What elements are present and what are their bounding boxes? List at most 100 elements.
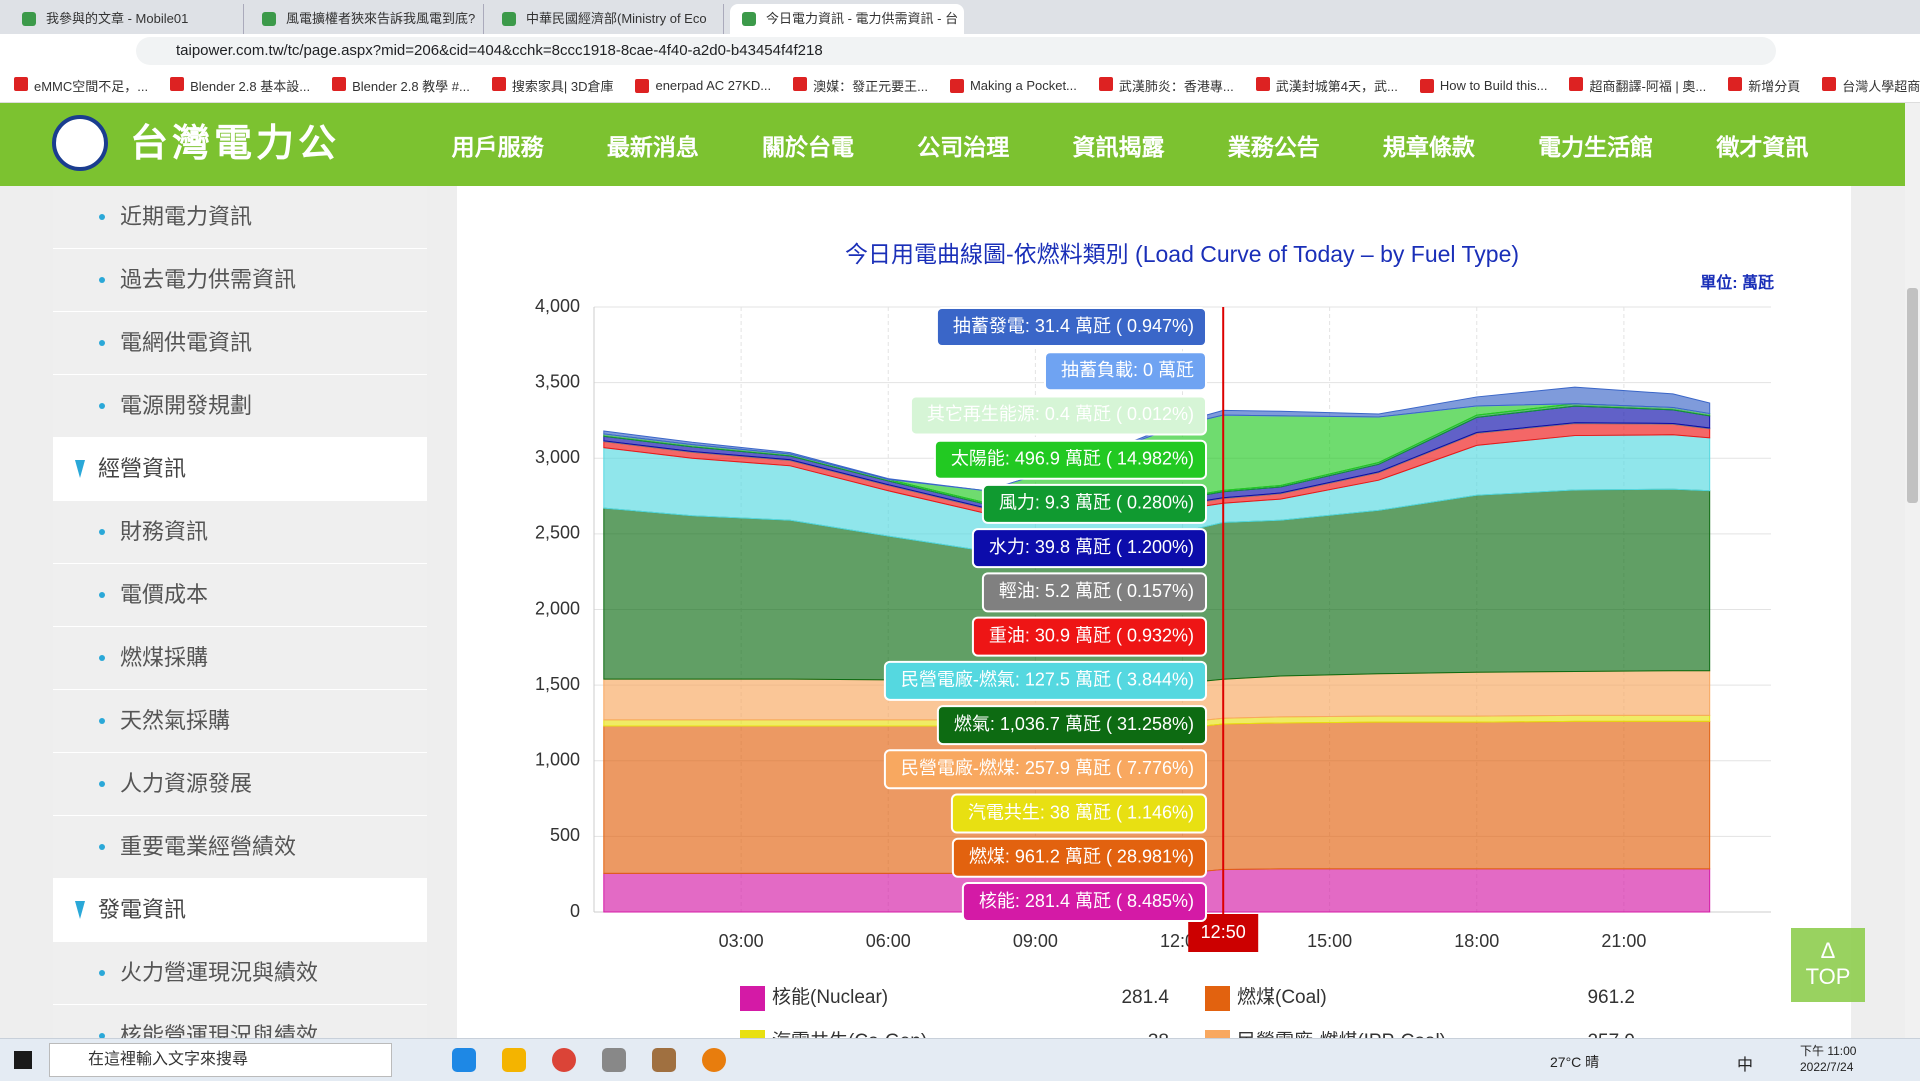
bookmark[interactable]: 武漢封城第4天，武... bbox=[1255, 76, 1398, 95]
app-icon[interactable] bbox=[652, 1048, 676, 1072]
legend-swatch bbox=[740, 1030, 765, 1038]
bookmark[interactable]: 台灣人學超商譯 -... bbox=[1822, 76, 1920, 95]
legend-value: 38 bbox=[1148, 1031, 1169, 1038]
url[interactable]: taipower.com.tw/tc/page.aspx?mid=206&cid… bbox=[136, 37, 1776, 65]
clock-date[interactable]: 2022/7/24 bbox=[1800, 1060, 1854, 1074]
tooltip-item bbox=[936, 705, 1207, 746]
bookmark[interactable]: 新增分頁 bbox=[1728, 76, 1800, 95]
scrollbar[interactable] bbox=[1905, 103, 1920, 1038]
tooltip-item bbox=[883, 660, 1207, 701]
legend-swatch bbox=[1205, 1030, 1230, 1038]
y-tick-label: 0 bbox=[570, 901, 580, 921]
tooltip-text: 民營電廠-燃氣: 127.5 萬瓩 ( 3.844%) bbox=[901, 669, 1194, 690]
tooltip-text: 抽蓄發電: 31.4 萬瓩 ( 0.947%) bbox=[953, 316, 1194, 336]
y-tick-label: 2,500 bbox=[535, 523, 580, 543]
tab[interactable]: 今日電力資訊 - 電力供需資訊 - 台 bbox=[730, 4, 964, 34]
nav-item[interactable]: 關於台電 bbox=[762, 133, 855, 160]
tooltip-text: 其它再生能源: 0.4 萬瓩 ( 0.012%) bbox=[927, 404, 1194, 424]
sidebar-item[interactable]: 天然氣採購 bbox=[53, 690, 427, 753]
sidebar-item[interactable]: 電源開發規劃 bbox=[53, 375, 427, 438]
sidebar-item[interactable]: 火力營運現況與績效 bbox=[53, 942, 427, 1005]
nav-item[interactable]: 公司治理 bbox=[917, 133, 1010, 160]
sidebar-item[interactable]: 過去電力供需資訊 bbox=[53, 249, 427, 312]
sidebar-item[interactable]: 燃煤採購 bbox=[53, 627, 427, 690]
bookmark[interactable]: How to Build this... bbox=[1419, 78, 1547, 93]
bookmark[interactable]: 超商翻譯-阿福 | 奧... bbox=[1569, 76, 1706, 95]
tooltip-text: 燃氣: 1,036.7 萬瓩 ( 31.258%) bbox=[954, 714, 1194, 734]
search-box[interactable]: 在這裡輸入文字來搜尋 bbox=[49, 1043, 392, 1077]
x-tick-label: 06:00 bbox=[866, 931, 911, 951]
tooltip-text: 重油: 30.9 萬瓩 ( 0.932%) bbox=[989, 625, 1194, 645]
app-icon[interactable] bbox=[452, 1048, 476, 1072]
tooltip-item bbox=[981, 483, 1207, 524]
tooltip-item bbox=[935, 307, 1207, 347]
y-tick-label: 500 bbox=[550, 825, 580, 845]
top-icon: Δ bbox=[1820, 938, 1836, 963]
site-header: 台灣電力公司 用戶服務 最新消息 關於台電 公司治理 資訊揭露 業務公告 規章條款 電力生活館… bbox=[0, 103, 1905, 227]
sidebar-item[interactable]: 核能營運現況與績效 bbox=[53, 1005, 427, 1038]
y-tick-label: 4,000 bbox=[535, 296, 580, 316]
bookmark[interactable]: enerpad AC 27KD... bbox=[635, 78, 771, 93]
clock-time[interactable]: 下午 11:00 bbox=[1800, 1044, 1857, 1058]
top-button[interactable]: Δ TOP bbox=[1791, 928, 1865, 1002]
ime[interactable]: 中 bbox=[1737, 1057, 1754, 1074]
content: 今日用電曲線圖-依燃料類別 (Load Curve of Today – by … bbox=[457, 186, 1851, 1038]
top-label: TOP bbox=[1805, 964, 1851, 989]
logo[interactable]: 台灣電力公司 bbox=[52, 113, 352, 227]
bookmark[interactable]: Blender 2.8 教學 #... bbox=[332, 76, 470, 95]
y-tick-label: 3,000 bbox=[535, 447, 580, 467]
bookmark[interactable]: 搜索家具| 3D倉庫 bbox=[491, 76, 613, 95]
tooltip-text: 燃煤: 961.2 萬瓩 ( 28.981%) bbox=[969, 847, 1194, 867]
tooltip-item bbox=[981, 572, 1207, 613]
y-tick-label: 1,500 bbox=[535, 674, 580, 694]
sidebar: 近期電力資訊 過去電力供需資訊 電網供電資訊 電源開發規劃 經營資訊 財務資訊 電價成本 燃煤… bbox=[53, 186, 427, 1038]
nav-item[interactable]: 最新消息 bbox=[606, 133, 699, 160]
bookmark[interactable]: Blender 2.8 基本設... bbox=[170, 76, 310, 95]
start-button[interactable] bbox=[14, 1051, 32, 1069]
bookmark[interactable]: 武漢肺炎：香港專... bbox=[1098, 76, 1234, 95]
sidebar-item[interactable]: 近期電力資訊 bbox=[53, 186, 427, 249]
x-tick-label: 18:00 bbox=[1454, 931, 1499, 951]
nav-item[interactable]: 業務公告 bbox=[1227, 133, 1320, 160]
y-tick-label: 3,500 bbox=[535, 371, 580, 391]
legend-label: 核能(Nuclear) bbox=[772, 986, 888, 1008]
app-icon[interactable] bbox=[702, 1048, 726, 1072]
app-icon[interactable] bbox=[602, 1048, 626, 1072]
tooltip-text: 太陽能: 496.9 萬瓩 ( 14.982%) bbox=[951, 448, 1194, 468]
x-tick-label: 21:00 bbox=[1601, 931, 1646, 951]
nav-item[interactable]: 電力生活館 bbox=[1538, 133, 1654, 160]
sidebar-section[interactable]: 經營資訊 bbox=[53, 438, 427, 501]
weather[interactable]: 27°C 晴 bbox=[1550, 1054, 1600, 1070]
tooltip-text: 核能: 281.4 萬瓩 ( 8.485%) bbox=[979, 891, 1194, 911]
tooltip-text: 水力: 39.8 萬瓩 ( 1.200%) bbox=[989, 537, 1194, 557]
tooltip-item bbox=[951, 837, 1207, 878]
tab[interactable]: 我參與的文章 - Mobile01 bbox=[10, 4, 244, 34]
legend-label: 汽電共生(Co-Gen) bbox=[772, 1030, 927, 1038]
nav-item[interactable]: 規章條款 bbox=[1382, 133, 1475, 160]
sidebar-item[interactable]: 財務資訊 bbox=[53, 501, 427, 564]
sidebar-section[interactable]: 發電資訊 bbox=[53, 879, 427, 942]
tab[interactable]: 中華民國經濟部(Ministry of Eco bbox=[490, 4, 724, 34]
legend-swatch bbox=[1205, 986, 1230, 1011]
x-tick-label: 15:00 bbox=[1307, 931, 1352, 951]
tooltip-text: 輕油: 5.2 萬瓩 ( 0.157%) bbox=[999, 581, 1194, 601]
tab[interactable]: 風電擴權者狹來告訴我風電到底? bbox=[250, 4, 484, 34]
nav-item[interactable]: 用戶服務 bbox=[451, 133, 544, 160]
bookmark[interactable]: Making a Pocket... bbox=[949, 78, 1077, 93]
sidebar-item[interactable]: 電網供電資訊 bbox=[53, 312, 427, 375]
bookmark[interactable]: 澳媒：發正元要王... bbox=[793, 76, 928, 95]
tooltip-item bbox=[1043, 351, 1207, 392]
sidebar-item[interactable]: 電價成本 bbox=[53, 564, 427, 627]
tooltip-item bbox=[950, 793, 1207, 834]
legend-label: 民營電廠-燃煤(IPP-Coal) bbox=[1237, 1029, 1446, 1038]
nav-item[interactable]: 徵才資訊 bbox=[1716, 133, 1809, 160]
bookmark[interactable]: eMMC空間不足，... bbox=[14, 76, 148, 95]
app-icon[interactable] bbox=[502, 1048, 526, 1072]
sidebar-item[interactable]: 人力資源發展 bbox=[53, 753, 427, 816]
nav-item[interactable]: 資訊揭露 bbox=[1072, 128, 1164, 178]
tooltip-text: 抽蓄負載: 0 萬瓩 bbox=[1061, 360, 1194, 380]
app-icon[interactable] bbox=[552, 1048, 576, 1072]
sidebar-item[interactable]: 重要電業經營績效 bbox=[53, 816, 427, 879]
scroll-thumb[interactable] bbox=[1907, 288, 1918, 503]
